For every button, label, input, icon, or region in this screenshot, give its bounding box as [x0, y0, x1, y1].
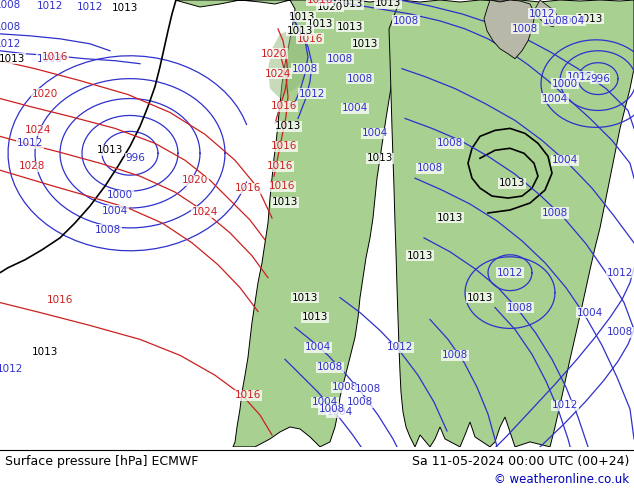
Text: 1013: 1013 [337, 0, 363, 9]
Text: 1013: 1013 [287, 26, 313, 36]
Text: 1008: 1008 [95, 225, 121, 235]
Text: 1013: 1013 [0, 54, 25, 64]
Text: 1012: 1012 [529, 9, 555, 19]
Text: 1008: 1008 [347, 74, 373, 84]
Text: 1012: 1012 [607, 268, 633, 278]
Text: 1016: 1016 [42, 52, 68, 62]
Text: 1012: 1012 [77, 2, 103, 12]
Text: 1004: 1004 [327, 407, 353, 417]
Text: 1012: 1012 [387, 343, 413, 352]
Polygon shape [268, 29, 308, 98]
Text: 1008: 1008 [292, 64, 318, 74]
Polygon shape [175, 0, 401, 447]
Text: 1013: 1013 [407, 251, 433, 261]
Text: 1012: 1012 [497, 268, 523, 278]
Text: 1013: 1013 [352, 39, 378, 49]
Text: 1004: 1004 [102, 206, 128, 216]
Text: 1004: 1004 [552, 155, 578, 165]
Text: 1016: 1016 [235, 183, 261, 193]
Text: 1016: 1016 [297, 34, 323, 44]
Text: 1008: 1008 [332, 382, 358, 392]
Text: 1012: 1012 [552, 400, 578, 410]
Text: 1013: 1013 [292, 293, 318, 303]
Text: 1013: 1013 [307, 19, 333, 29]
Text: 1013: 1013 [367, 153, 393, 163]
Text: 1008: 1008 [507, 302, 533, 313]
Text: 1008: 1008 [37, 54, 63, 64]
Text: 1016: 1016 [267, 161, 293, 171]
Text: 1016: 1016 [269, 181, 295, 191]
Text: 1008: 1008 [355, 384, 381, 394]
Text: 1024: 1024 [192, 207, 218, 217]
Polygon shape [484, 0, 535, 59]
Text: 1008: 1008 [0, 22, 21, 32]
Text: Sa 11-05-2024 00:00 UTC (00+24): Sa 11-05-2024 00:00 UTC (00+24) [411, 455, 629, 468]
Text: 1020: 1020 [32, 89, 58, 98]
Text: 996: 996 [125, 153, 145, 163]
Text: 1013: 1013 [289, 12, 315, 22]
Text: 1013: 1013 [337, 22, 363, 32]
Text: 1000: 1000 [107, 190, 133, 200]
Text: Surface pressure [hPa] ECMWF: Surface pressure [hPa] ECMWF [5, 455, 198, 468]
Text: 1008: 1008 [437, 138, 463, 148]
Text: 1020: 1020 [182, 175, 208, 185]
Text: 1000: 1000 [552, 78, 578, 89]
Text: 1013: 1013 [375, 0, 401, 8]
Text: 1008: 1008 [317, 362, 343, 372]
Text: 1008: 1008 [542, 208, 568, 218]
Text: 1013: 1013 [437, 213, 463, 223]
Polygon shape [535, 0, 558, 27]
Text: 1008: 1008 [442, 350, 468, 360]
Text: 1008: 1008 [512, 24, 538, 34]
Text: 1008: 1008 [347, 397, 373, 407]
Text: 1013: 1013 [302, 313, 328, 322]
Text: 1012: 1012 [17, 138, 43, 148]
Text: 1020: 1020 [261, 49, 287, 59]
Text: 1004: 1004 [559, 16, 585, 26]
Text: 1004: 1004 [362, 128, 388, 138]
Text: 1008: 1008 [319, 404, 345, 414]
Text: 1013: 1013 [275, 122, 301, 131]
Text: 1016: 1016 [271, 101, 297, 112]
Text: 1004: 1004 [542, 94, 568, 103]
Text: 1016: 1016 [47, 294, 73, 305]
Text: 1004: 1004 [305, 343, 331, 352]
Text: 1012: 1012 [567, 72, 593, 82]
Text: 1024: 1024 [25, 125, 51, 135]
Text: 1008: 1008 [327, 54, 353, 64]
Text: 1016: 1016 [271, 141, 297, 151]
Text: 1016: 1016 [235, 390, 261, 400]
Text: 1012: 1012 [0, 364, 23, 374]
Text: 1013: 1013 [577, 14, 603, 24]
Polygon shape [389, 0, 634, 447]
Text: 1004: 1004 [312, 397, 338, 407]
Text: 1012: 1012 [299, 89, 325, 98]
Text: 1024: 1024 [265, 69, 291, 79]
Text: 1013: 1013 [272, 197, 298, 207]
Text: 1008: 1008 [0, 0, 21, 10]
Text: 1013: 1013 [32, 347, 58, 357]
Text: 1008: 1008 [417, 163, 443, 173]
Text: 1028: 1028 [19, 161, 45, 171]
Text: 996: 996 [590, 74, 610, 84]
Text: 1016: 1016 [307, 0, 333, 5]
Text: 1012: 1012 [37, 1, 63, 11]
Text: 1008: 1008 [543, 16, 569, 26]
Text: 1008: 1008 [393, 16, 419, 26]
Text: © weatheronline.co.uk: © weatheronline.co.uk [494, 473, 629, 487]
Text: 1013: 1013 [467, 293, 493, 303]
Text: 1013: 1013 [97, 146, 123, 155]
Text: 1012: 1012 [0, 39, 21, 49]
Text: 1013: 1013 [499, 178, 525, 188]
Text: 1004: 1004 [342, 103, 368, 114]
Text: 1020: 1020 [317, 2, 343, 12]
Text: 1013: 1013 [112, 3, 138, 13]
Text: 1004: 1004 [577, 308, 603, 318]
Text: 1008: 1008 [607, 327, 633, 338]
